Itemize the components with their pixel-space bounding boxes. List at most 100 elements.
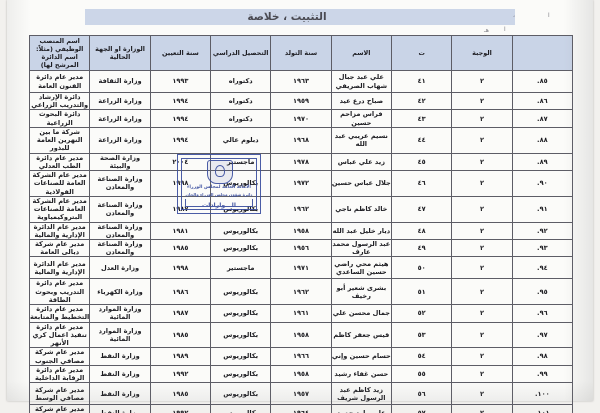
- cell-position: دائرة البحوث الزراعية: [28, 109, 91, 128]
- cell-seq: ٥٦: [391, 382, 453, 406]
- table-row: ١٠٠. ٢ ٥٦ زيد كاظم عبد الرسول شريف ١٩٥٧ بكالو…: [28, 382, 574, 406]
- corner-mark-4: ا: [504, 26, 506, 33]
- cell-appointment-year: ١٩٨٥: [149, 238, 212, 258]
- cell-group: ٢: [451, 321, 513, 349]
- cell-ministry: وزارة الموارد المائية: [89, 304, 151, 323]
- cell-appointment-year: ١٩٨١: [149, 221, 212, 240]
- cell-education: بكالوريوس: [210, 170, 272, 197]
- cell-ministry: وزارة النفط: [89, 382, 151, 406]
- column-header-group: الوجبة: [451, 35, 513, 71]
- cell-position: مدير عام دائرة التخطيط والمتابعة: [28, 304, 91, 323]
- cell-position: دائرة الإرشاد والتدريب الزراعي: [28, 91, 91, 111]
- cell-ministry: وزارة الزراعة: [89, 91, 151, 111]
- corner-mark-3: هـ: [484, 27, 489, 34]
- cell-appointment-year: ١٩٨٥: [149, 382, 212, 406]
- table-body: ٨٥. ٢ ٤١ علي عبد جبال شهاب الصريفي ١٩٦٣ دكتور…: [28, 70, 574, 413]
- cell-name: جلال عباس حسين: [330, 170, 393, 197]
- table-row: ٨٧. ٢ ٤٣ فراس مزاحم حسين ١٩٧٠ دكتوراه ١٩٩٤ وزار…: [28, 109, 574, 128]
- cell-index: ١٠١.: [511, 404, 574, 413]
- cell-position: مدير عام شركة نفط ذي قار: [28, 404, 91, 413]
- cell-appointment-year: ١٩٩٢: [149, 404, 212, 413]
- cell-name: صباح درع عيد: [330, 91, 393, 111]
- cell-seq: ٥٤: [391, 347, 453, 366]
- cell-index: ٩٠.: [511, 170, 574, 197]
- column-header-name: الاسم: [330, 35, 393, 71]
- cell-name: حسن غفاء رشيد: [330, 364, 393, 384]
- cell-appointment-year: ١٩٨٦: [149, 278, 212, 306]
- cell-appointment-year: ١٩٨٧: [149, 304, 212, 323]
- table-row: ٩٣. ٢ ٤٩ عبد الرسول محمد عارف ١٩٥٦ بكالوريوس ١…: [28, 238, 574, 258]
- column-header-ministry: الوزارة او الجهة الحالية: [89, 35, 151, 71]
- cell-education: بكالوريوس: [210, 238, 272, 258]
- paper-sheet: التثبيت ، خلاصة ، ا هـ ا الوجبة ت الاسم …: [7, 0, 593, 413]
- table-row: ٨٨. ٢ ٤٤ نسيم عريبي عبد الله ١٩٦٨ دبلوم عالي ١…: [28, 126, 574, 154]
- appointments-table: الوجبة ت الاسم سنة التولد التحصيل الدراس…: [28, 35, 574, 413]
- cell-birth-year: ١٩٥٨: [270, 364, 332, 384]
- cell-birth-year: ١٩٦٤: [270, 404, 332, 413]
- cell-birth-year: ١٩٦٨: [270, 126, 332, 154]
- table-row: ٩٧. ٢ ٥٣ قيس جعفر كاظم ١٩٥٨ بكالوريوس ١٩٨٥ وزار…: [28, 321, 574, 349]
- title-highlight-band: [85, 9, 515, 25]
- cell-education: بكالوريوس: [210, 195, 272, 223]
- cell-appointment-year: ٢٠٠٤: [149, 152, 212, 172]
- cell-education: ماجستير: [210, 152, 272, 172]
- column-header-position: اسم المنصب الوظيفي (مثلاً: اسم الدائرة ا…: [28, 35, 91, 71]
- cell-name: زيد علي عباس: [330, 152, 393, 172]
- cell-education: بكالوريوس: [210, 364, 272, 384]
- cell-education: دبلوم عالي: [210, 126, 272, 154]
- cell-seq: ٤٦: [391, 170, 453, 197]
- corner-mark-1: ،: [513, 12, 515, 19]
- cell-position: مدير عام الشركة العامة للصناعات البتروكي…: [28, 195, 91, 223]
- cell-education: بكالوريوس: [210, 221, 272, 240]
- cell-name: هيثم محي راضي حسين الساعدي: [330, 256, 393, 280]
- table-row: ٩٠. ٢ ٤٦ جلال عباس حسين ١٩٧٢ بكالوريوس ١٩٩٨ وزا…: [28, 170, 574, 197]
- cell-index: ١٠٠.: [511, 382, 574, 406]
- cell-group: ٢: [451, 347, 513, 366]
- cell-group: ٢: [451, 238, 513, 258]
- cell-education: ماجستير: [210, 256, 272, 280]
- cell-ministry: وزارة العدل: [89, 256, 151, 280]
- cell-group: ٢: [451, 256, 513, 280]
- cell-index: ٩١.: [511, 195, 574, 223]
- cell-appointment-year: ١٩٩٢: [149, 364, 212, 384]
- cell-ministry: وزارة النفط: [89, 347, 151, 366]
- cell-birth-year: ١٩٧١: [270, 256, 332, 280]
- cell-ministry: وزارة الصناعة والمعادن: [89, 170, 151, 197]
- column-header-index: [511, 35, 574, 71]
- cell-birth-year: ١٩٥٩: [270, 91, 332, 111]
- cell-index: ٩٤.: [511, 256, 574, 280]
- cell-seq: ٤٢: [391, 91, 453, 111]
- cell-position: مدير عام دائرة الطب العدلي: [28, 152, 91, 172]
- cell-index: ٨٧.: [511, 109, 574, 128]
- cell-position: مدير عام دائرة تنفيذ اعمال كري الأنهر: [28, 321, 91, 349]
- cell-birth-year: ١٩٦١: [270, 304, 332, 323]
- cell-name: فراس مزاحم حسين: [330, 109, 393, 128]
- cell-seq: ٤٣: [391, 109, 453, 128]
- column-header-education: التحصيل الدراسي: [210, 35, 272, 71]
- cell-ministry: وزارة النفط: [89, 404, 151, 413]
- cell-name: قيس جعفر كاظم: [330, 321, 393, 349]
- cell-position: شركة ما بين النهرين العامة للبذور: [28, 126, 91, 154]
- cell-name: عبد الرسول محمد عارف: [330, 238, 393, 258]
- cell-appointment-year: ١٩٩٨: [149, 170, 212, 197]
- cell-seq: ٤٥: [391, 152, 453, 172]
- cell-appointment-year: ١٩٨٩: [149, 347, 212, 366]
- cell-name: خالد كاظم ناجي: [330, 195, 393, 223]
- cell-seq: ٥٠: [391, 256, 453, 280]
- cell-seq: ٤٧: [391, 195, 453, 223]
- table-row: ٩٨. ٢ ٥٤ حسام حسين وإني ١٩٦٦ بكالوريوس ١٩٨٩ وزا…: [28, 347, 574, 366]
- cell-index: ٩٢.: [511, 221, 574, 240]
- cell-education: بكالوريوس: [210, 304, 272, 323]
- cell-index: ٨٨.: [511, 126, 574, 154]
- cell-birth-year: ١٩٧٠: [270, 109, 332, 128]
- cell-name: علي وارد حمود: [330, 404, 393, 413]
- cell-appointment-year: ١٩٩٤: [149, 91, 212, 111]
- cell-seq: ٥٧: [391, 404, 453, 413]
- cell-appointment-year: ١٩٩٣: [149, 70, 212, 93]
- cell-group: ٢: [451, 221, 513, 240]
- cell-group: ٢: [451, 152, 513, 172]
- cell-birth-year: ١٩٥٨: [270, 321, 332, 349]
- table-row: ٨٦. ٢ ٤٢ صباح درع عيد ١٩٥٩ دكتوراه ١٩٩٤ وزارة ا…: [28, 91, 574, 111]
- cell-index: ٨٥.: [511, 70, 574, 93]
- cell-birth-year: ١٩٧٢: [270, 170, 332, 197]
